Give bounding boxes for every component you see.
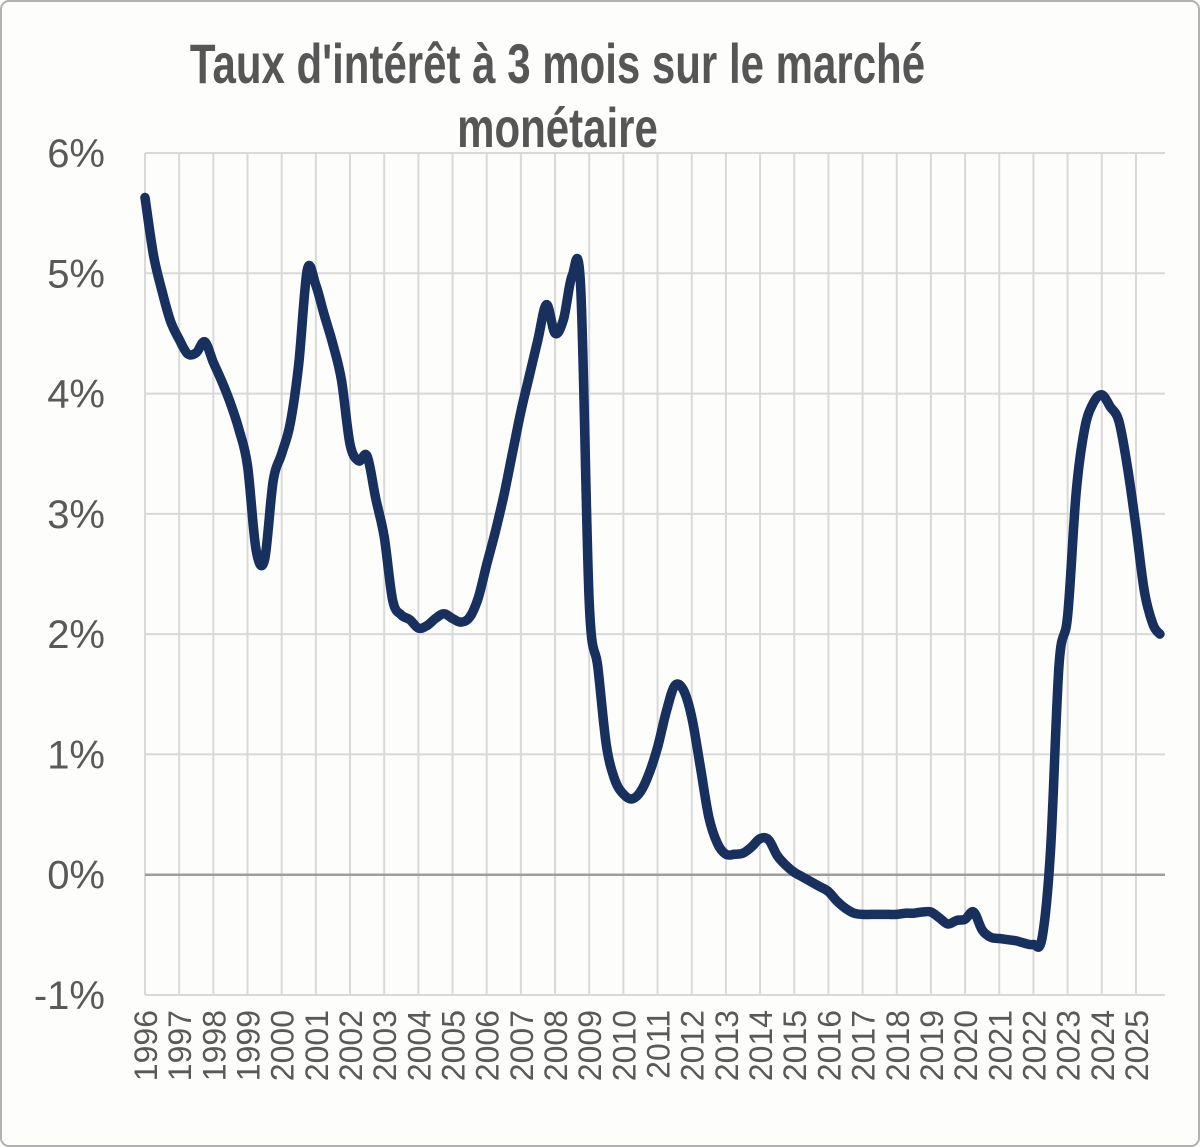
x-axis-tick-label: 2013 <box>709 1010 745 1081</box>
x-axis-tick-label: 2025 <box>1119 1010 1155 1081</box>
x-axis-tick-label: 2003 <box>367 1010 403 1081</box>
y-axis-tick-label: 4% <box>47 373 105 417</box>
x-axis-tick-label: 2007 <box>504 1010 540 1081</box>
x-axis-tick-label: 2008 <box>538 1010 574 1081</box>
x-axis-tick-label: 2002 <box>333 1010 369 1081</box>
y-axis-tick-label: 6% <box>47 132 105 176</box>
y-axis-tick-label: 0% <box>47 854 105 898</box>
x-axis-tick-label: 1999 <box>231 1010 267 1081</box>
x-axis-tick-label: 2011 <box>641 1010 677 1079</box>
x-axis-tick-label: 2015 <box>777 1010 813 1081</box>
y-axis-tick-label: 2% <box>47 613 105 657</box>
x-axis-tick-label: 2020 <box>948 1010 984 1081</box>
x-axis-tick-label: 2018 <box>880 1010 916 1081</box>
x-axis-tick-label: 2001 <box>299 1010 335 1081</box>
x-axis-tick-label: 2022 <box>1016 1010 1052 1081</box>
x-axis-tick-label: 2019 <box>914 1010 950 1081</box>
x-axis-tick-label: 2005 <box>436 1010 472 1081</box>
interest-rate-line <box>140 192 1165 952</box>
x-axis-tick-label: 2016 <box>811 1010 847 1081</box>
y-axis-tick-label: 1% <box>47 733 105 777</box>
x-axis-tick-label: 2017 <box>846 1010 882 1081</box>
x-axis-tick-label: 2012 <box>675 1010 711 1081</box>
x-axis-tick-label: 2024 <box>1085 1010 1121 1081</box>
y-axis-tick-label: 3% <box>47 493 105 537</box>
x-axis-tick-label: 1996 <box>128 1010 164 1081</box>
x-axis-tick-label: 2006 <box>470 1010 506 1081</box>
x-axis-tick-label: 2014 <box>743 1010 779 1081</box>
x-axis-tick-label: 2021 <box>982 1010 1018 1081</box>
y-axis-tick-label: -1% <box>34 974 105 1018</box>
x-axis-tick-label: 1998 <box>196 1010 232 1081</box>
y-axis-tick-label: 5% <box>47 252 105 296</box>
x-axis-tick-label: 2004 <box>401 1010 437 1081</box>
x-axis-tick-label: 2023 <box>1051 1010 1087 1081</box>
x-axis-tick-label: 2000 <box>265 1010 301 1081</box>
x-axis-tick-label: 2009 <box>572 1010 608 1081</box>
x-axis-tick-label: 1997 <box>162 1010 198 1081</box>
x-axis-tick-label: 2010 <box>606 1010 642 1081</box>
